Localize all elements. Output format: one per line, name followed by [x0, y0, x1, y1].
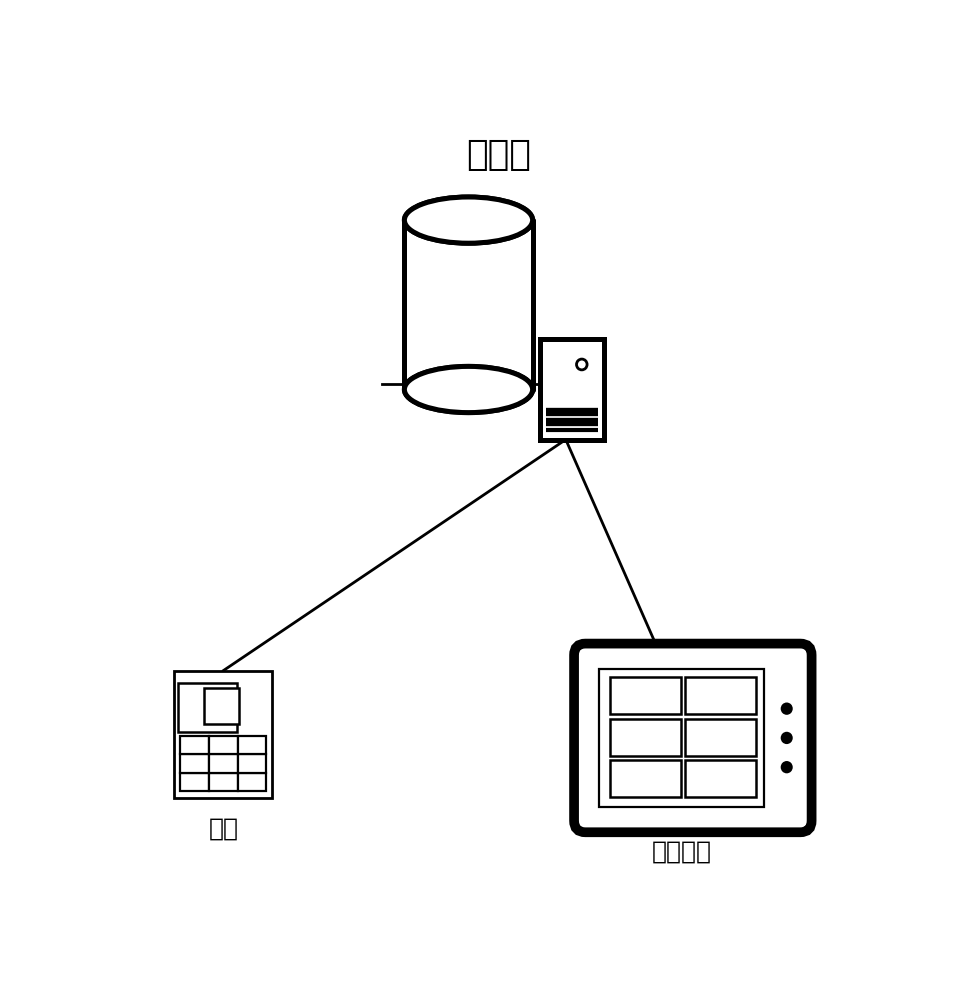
- Circle shape: [780, 761, 793, 773]
- Bar: [209, 736, 237, 754]
- Bar: [237, 773, 267, 791]
- Bar: [685, 677, 756, 714]
- Bar: [610, 677, 681, 714]
- Ellipse shape: [405, 366, 532, 413]
- Bar: [237, 754, 267, 773]
- Bar: [180, 736, 209, 754]
- Ellipse shape: [405, 197, 532, 243]
- Bar: [610, 760, 681, 797]
- Bar: [599, 669, 764, 807]
- Bar: [178, 683, 237, 732]
- Bar: [174, 671, 272, 798]
- Bar: [685, 719, 756, 756]
- Ellipse shape: [405, 197, 532, 243]
- Bar: [237, 736, 267, 754]
- Circle shape: [577, 359, 587, 370]
- Circle shape: [780, 703, 793, 715]
- Ellipse shape: [405, 366, 532, 413]
- Bar: [209, 773, 237, 791]
- Bar: [180, 773, 209, 791]
- Bar: [180, 754, 209, 773]
- Text: 服务器: 服务器: [466, 138, 531, 172]
- FancyBboxPatch shape: [574, 644, 811, 832]
- Bar: [405, 220, 532, 389]
- Bar: [540, 339, 604, 440]
- Circle shape: [780, 732, 793, 744]
- Text: 外部设备: 外部设备: [652, 840, 711, 864]
- Bar: [209, 754, 237, 773]
- Text: 门锁: 门锁: [208, 817, 238, 841]
- Bar: [610, 719, 681, 756]
- Bar: [685, 760, 756, 797]
- Bar: [203, 688, 238, 724]
